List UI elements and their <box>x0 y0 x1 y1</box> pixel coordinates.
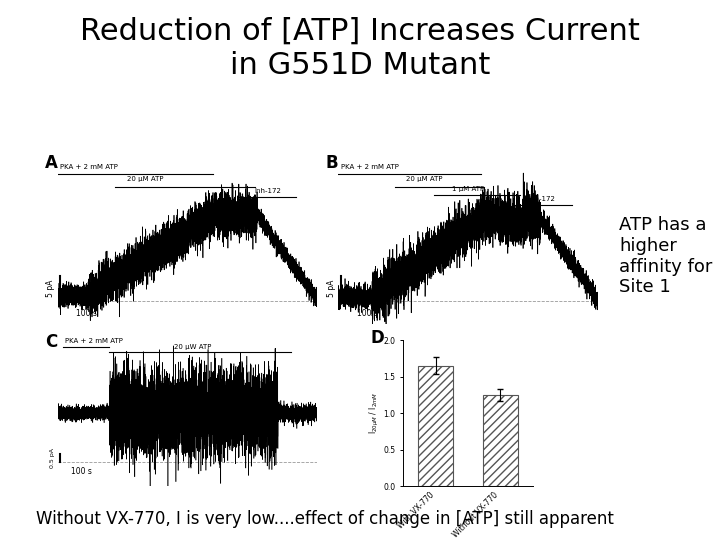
Text: 20 μM ATP: 20 μM ATP <box>405 177 442 183</box>
Text: 5 pA: 5 pA <box>46 279 55 296</box>
Text: Inh-172: Inh-172 <box>254 188 281 194</box>
Text: PKA + 2 mM ATP: PKA + 2 mM ATP <box>66 339 123 345</box>
Y-axis label: I$_{20μM}$ / I$_{2mM}$: I$_{20μM}$ / I$_{2mM}$ <box>367 392 381 434</box>
Text: ATP has a
higher
affinity for
Site 1: ATP has a higher affinity for Site 1 <box>619 216 713 296</box>
Text: 20 μW ATP: 20 μW ATP <box>174 344 211 350</box>
Text: 100 s: 100 s <box>71 467 91 476</box>
Text: 20 μM ATP: 20 μM ATP <box>127 177 164 183</box>
Text: 100 s: 100 s <box>76 309 96 318</box>
Text: D: D <box>371 328 384 347</box>
Text: Inh-172: Inh-172 <box>528 195 555 202</box>
Text: 5 pA: 5 pA <box>327 279 336 296</box>
Text: PKA + 2 mM ATP: PKA + 2 mM ATP <box>341 164 399 170</box>
Text: Reduction of [ATP] Increases Current
in G551D Mutant: Reduction of [ATP] Increases Current in … <box>80 16 640 80</box>
Text: 0.5 pA: 0.5 pA <box>50 448 55 468</box>
Text: Without VX-770, I is very low....effect of change in [ATP] still apparent: Without VX-770, I is very low....effect … <box>36 510 614 528</box>
Bar <box>482 395 518 486</box>
Bar <box>418 366 454 486</box>
Text: PKA + 2 mM ATP: PKA + 2 mM ATP <box>60 164 118 170</box>
Text: A: A <box>45 154 58 172</box>
Text: 1 μM ATP: 1 μM ATP <box>452 186 484 192</box>
Text: B: B <box>325 154 338 172</box>
Text: 100 s: 100 s <box>356 309 377 318</box>
Text: C: C <box>45 333 57 351</box>
